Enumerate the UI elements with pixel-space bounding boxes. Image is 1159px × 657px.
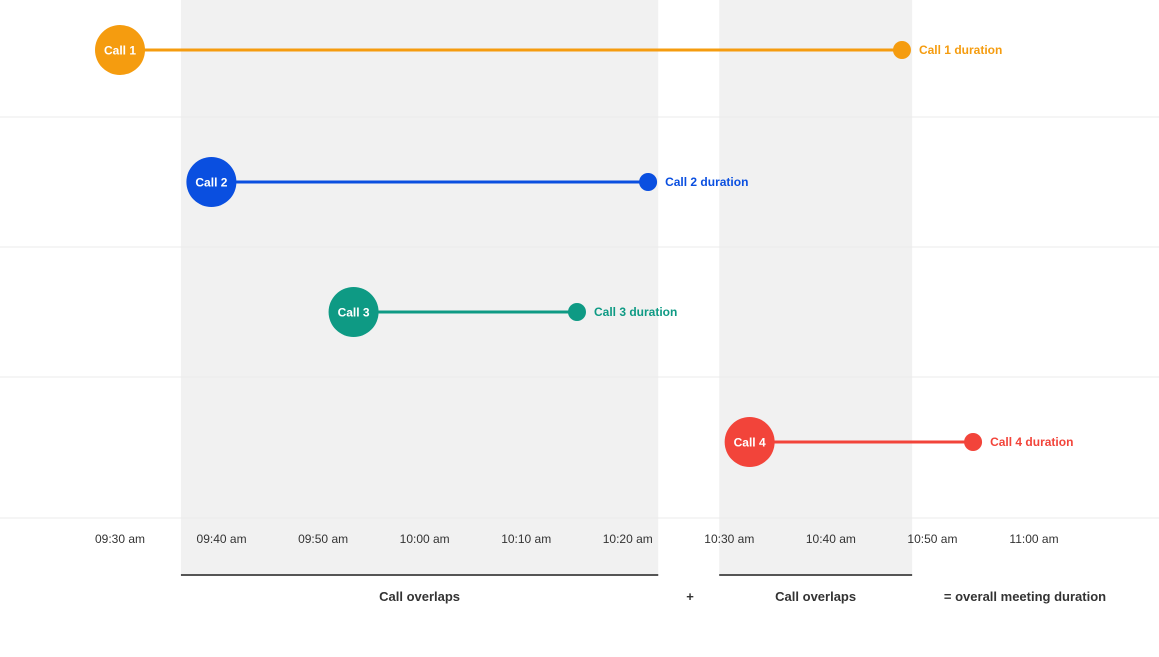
x-tick-label: 10:00 am [400, 532, 450, 546]
call-1-end-marker [892, 41, 911, 59]
x-tick-label: 10:30 am [704, 532, 754, 546]
x-tick-label: 10:40 am [806, 532, 856, 546]
overlap-label-2: Call overlaps [775, 589, 856, 604]
call-1-duration-label: Call 1 duration [919, 43, 1002, 57]
x-tick-label: 09:50 am [298, 532, 348, 546]
call-3-end-marker [568, 303, 586, 321]
call-2-name-label: Call 2 [195, 176, 227, 190]
overall-duration-label: = overall meeting duration [944, 589, 1106, 604]
overlap-region-1 [180, 0, 659, 575]
x-tick-label: 10:50 am [907, 532, 957, 546]
x-tick-label: 10:10 am [501, 532, 551, 546]
call-4-end-marker [964, 433, 983, 451]
x-tick-label: 11:00 am [1009, 532, 1058, 546]
x-tick-label: 10:20 am [603, 532, 653, 546]
call-4-name-label: Call 4 [734, 436, 766, 450]
call-2-duration-label: Call 2 duration [665, 175, 748, 189]
call-2-end-marker [639, 173, 658, 191]
call-4-start-marker [724, 417, 775, 467]
call-4-duration-label: Call 4 duration [990, 435, 1073, 449]
call-2-series: Call 2 Call 2 duration [186, 157, 748, 207]
x-tick-label: 09:30 am [95, 532, 145, 546]
call-1-name-label: Call 1 [104, 44, 136, 58]
call-2-start-marker [186, 157, 237, 207]
call-3-name-label: Call 3 [338, 306, 370, 320]
call-3-start-marker [328, 287, 379, 337]
call-1-series: Call 1 Call 1 duration [95, 25, 1002, 75]
plus-sign: + [686, 589, 694, 604]
call-1-start-marker [95, 25, 145, 75]
call-4-series: Call 4 Call 4 duration [724, 417, 1073, 467]
overlap-region-2 [719, 0, 913, 575]
x-tick-label: 09:40 am [197, 532, 247, 546]
overlap-label-1: Call overlaps [379, 589, 460, 604]
call-3-duration-label: Call 3 duration [594, 305, 677, 319]
call-3-series: Call 3 Call 3 duration [328, 287, 677, 337]
